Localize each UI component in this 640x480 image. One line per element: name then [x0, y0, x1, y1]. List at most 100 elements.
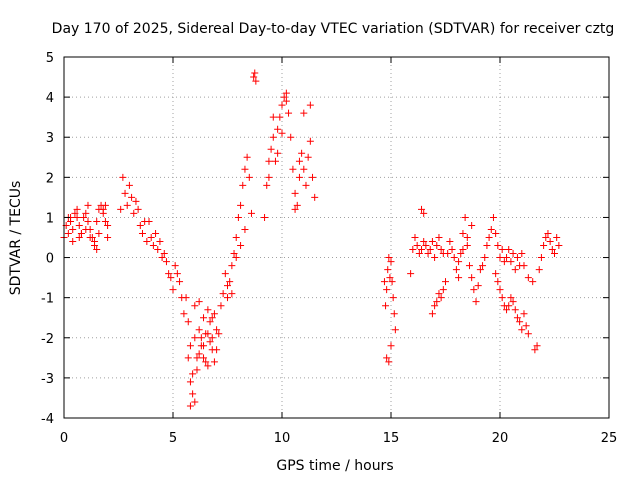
data-point — [224, 294, 231, 302]
data-point — [99, 205, 107, 213]
x-tick-label: 0 — [60, 431, 68, 446]
data-point — [285, 109, 293, 117]
data-point — [263, 181, 271, 189]
data-point — [415, 250, 423, 258]
data-point — [197, 334, 205, 342]
data-point — [184, 354, 192, 362]
data-point — [533, 342, 541, 350]
y-tick-label: 5 — [46, 51, 54, 66]
data-point — [387, 258, 395, 266]
data-point — [291, 189, 299, 197]
data-point — [437, 294, 445, 302]
x-tick-label: 20 — [492, 431, 509, 446]
data-point — [69, 225, 77, 233]
data-point — [243, 153, 251, 161]
data-point — [306, 137, 314, 145]
x-tick-label: 25 — [601, 431, 618, 446]
data-point — [511, 306, 519, 314]
data-point — [189, 390, 197, 398]
data-point — [191, 398, 199, 406]
data-point — [385, 254, 393, 262]
data-point — [186, 378, 194, 386]
data-point — [147, 234, 155, 241]
data-point — [548, 246, 556, 254]
data-point — [191, 302, 199, 310]
data-point — [247, 209, 255, 217]
data-point — [269, 113, 277, 121]
data-point — [468, 221, 476, 229]
data-point — [274, 125, 282, 133]
data-point — [418, 205, 426, 213]
axis-ticks: 0 5 10 15 20 25 -4 -3 -2 -1 0 1 2 3 4 5 — [41, 51, 617, 446]
data-point — [291, 205, 299, 213]
data-point — [485, 234, 493, 241]
data-point — [388, 278, 396, 286]
data-point — [261, 213, 269, 221]
data-point — [145, 217, 153, 225]
data-point — [228, 290, 236, 298]
data-point — [125, 181, 133, 189]
data-point — [200, 314, 208, 322]
data-point — [195, 326, 203, 334]
data-point — [186, 402, 194, 410]
data-point — [487, 225, 495, 233]
grid-lines — [64, 57, 609, 418]
data-point — [162, 258, 170, 266]
data-point — [422, 242, 430, 250]
data-point — [437, 246, 445, 254]
data-point — [435, 290, 443, 298]
data-point — [424, 250, 432, 258]
data-point — [237, 242, 245, 250]
data-point — [298, 149, 306, 157]
data-point — [237, 201, 245, 209]
data-point — [496, 286, 504, 294]
data-point — [386, 274, 394, 282]
data-point — [503, 254, 511, 262]
y-tick-label: -1 — [41, 292, 54, 307]
data-point — [293, 201, 301, 209]
data-point — [95, 229, 103, 237]
data-point — [391, 326, 399, 334]
data-point — [529, 278, 537, 286]
data-point — [84, 217, 92, 225]
data-point — [304, 153, 312, 161]
data-point — [452, 266, 460, 274]
data-point — [265, 157, 273, 165]
data-point — [213, 326, 221, 334]
data-point — [117, 205, 125, 213]
data-point — [180, 310, 188, 318]
data-point — [77, 229, 85, 237]
data-point — [80, 213, 88, 221]
data-point — [123, 201, 131, 209]
data-point — [492, 229, 500, 237]
y-tick-label: -2 — [41, 332, 54, 347]
data-point — [433, 298, 441, 306]
data-point — [208, 334, 216, 342]
data-point — [251, 69, 259, 77]
data-point — [241, 225, 249, 233]
data-point — [481, 254, 489, 262]
data-point — [420, 238, 428, 246]
data-point — [435, 234, 443, 241]
data-point — [73, 205, 81, 213]
data-point — [442, 278, 449, 286]
data-point — [387, 342, 395, 350]
data-point — [431, 254, 439, 262]
data-point — [411, 234, 419, 241]
data-point — [463, 234, 471, 241]
y-tick-label: -3 — [41, 372, 54, 387]
data-point — [380, 278, 388, 286]
data-point — [479, 262, 487, 270]
data-point — [232, 234, 240, 241]
data-point — [204, 362, 212, 370]
data-point — [439, 286, 447, 294]
data-point — [383, 286, 391, 294]
x-tick-label: 10 — [274, 431, 291, 446]
data-point — [280, 93, 288, 101]
data-point — [173, 270, 181, 278]
data-point — [224, 282, 231, 290]
y-tick-label: 3 — [46, 131, 54, 146]
x-axis-label: GPS time / hours — [276, 458, 393, 474]
data-point — [300, 165, 308, 173]
data-point — [500, 258, 508, 266]
